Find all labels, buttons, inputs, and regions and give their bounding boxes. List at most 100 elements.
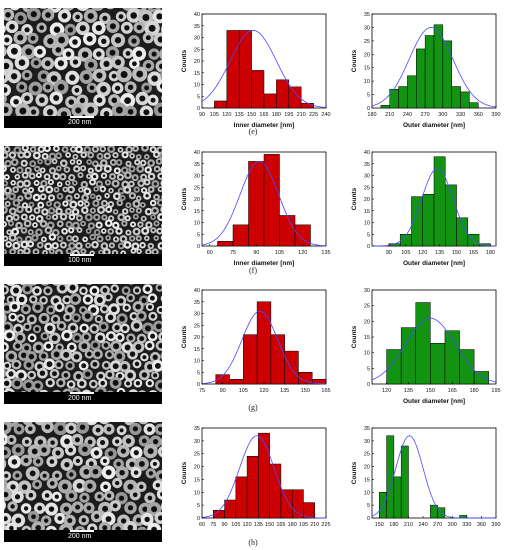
- nanotube-pore: [102, 244, 106, 248]
- nanotube-pore: [127, 483, 134, 490]
- nanotube-wall: [4, 294, 5, 301]
- nanotube-pore: [141, 243, 144, 247]
- nanotube-pore: [86, 35, 93, 42]
- nanotube-pore: [14, 244, 18, 248]
- y-tick-label: 35: [194, 300, 200, 306]
- nanotube-pore: [118, 298, 124, 304]
- nanotube-pore: [89, 153, 93, 157]
- nanotube-wall: [156, 79, 162, 93]
- nanotube-pore: [23, 458, 29, 463]
- nanotube-pore: [125, 188, 129, 192]
- nanotube-pore: [25, 249, 29, 253]
- nanotube-pore: [68, 99, 75, 105]
- nanotube-pore: [31, 162, 35, 166]
- nanotube-pore: [48, 506, 55, 512]
- nanotube-pore: [4, 106, 9, 114]
- y-axis-label: Counts: [181, 325, 188, 348]
- nanotube-pore: [130, 237, 134, 240]
- nanotube-pore: [92, 468, 99, 475]
- nanotube-pore: [145, 194, 149, 198]
- nanotube-wall: [4, 24, 6, 34]
- nanotube-pore: [39, 160, 42, 163]
- nanotube-pore: [85, 202, 89, 206]
- histogram-bar: [445, 184, 457, 247]
- nanotube-pore: [149, 174, 154, 179]
- nanotube-pore: [36, 48, 43, 55]
- y-axis-label: Counts: [351, 49, 358, 72]
- nanotube-wall: [4, 164, 7, 173]
- x-tick-label: 180: [486, 250, 495, 256]
- nanotube-pore: [67, 223, 71, 226]
- x-tick-label: 300: [448, 522, 457, 528]
- nanotube-pore: [31, 514, 36, 520]
- nanotube-pore: [54, 473, 60, 478]
- nanotube-pore: [119, 316, 125, 322]
- nanotube-pore: [130, 194, 134, 198]
- y-axis-label: Counts: [351, 187, 358, 210]
- nanotube-pore: [75, 167, 79, 171]
- nanotube-pore: [4, 473, 9, 478]
- nanotube-pore: [148, 24, 156, 32]
- nanotube-pore: [85, 296, 91, 303]
- nanotube-pore: [65, 314, 70, 320]
- nanotube-pore: [35, 383, 41, 389]
- histogram-bar: [422, 194, 435, 247]
- nanotube-pore: [55, 47, 62, 53]
- x-tick-label: 150: [301, 388, 310, 394]
- nanotube-pore: [103, 111, 110, 117]
- nanotube-pore: [107, 221, 111, 225]
- nanotube-pore: [115, 106, 123, 114]
- nanotube-pore: [119, 215, 123, 219]
- nanotube-pore: [128, 335, 134, 341]
- nanotube-pore: [104, 363, 109, 368]
- nanotube-wall: [86, 422, 98, 426]
- nanotube-pore: [79, 202, 82, 205]
- nanotube-pore: [73, 237, 77, 241]
- x-tick-label: 330: [456, 112, 465, 118]
- nanotube-pore: [153, 250, 157, 254]
- nanotube-wall: [159, 48, 162, 60]
- nanotube-pore: [159, 174, 162, 178]
- nanotube-pore: [57, 167, 60, 170]
- nanotube-pore: [30, 11, 37, 18]
- nanotube-pore: [120, 71, 128, 78]
- nanotube-pore: [155, 153, 158, 156]
- nanotube-pore: [34, 250, 38, 254]
- y-tick-label: 40: [194, 288, 200, 294]
- nanotube-pore: [34, 304, 41, 311]
- nanotube-pore: [10, 504, 15, 509]
- nanotube-pore: [125, 243, 129, 247]
- nanotube-pore: [70, 176, 74, 180]
- nanotube-pore: [32, 85, 39, 92]
- nanotube-pore: [144, 85, 150, 91]
- nanotube-pore: [103, 216, 106, 219]
- nanotube-pore: [6, 332, 13, 339]
- nanotube-pore: [4, 222, 6, 226]
- nanotube-pore: [114, 153, 117, 157]
- gaussian-fit-curve: [371, 168, 497, 247]
- nanotube-pore: [106, 236, 110, 240]
- nanotube-pore: [143, 146, 147, 150]
- x-tick-label: 210: [385, 112, 394, 118]
- nanotube-pore: [102, 306, 107, 312]
- nanotube-pore: [66, 153, 70, 157]
- nanotube-pore: [58, 380, 64, 386]
- nanotube-pore: [13, 160, 17, 164]
- nanotube-wall: [128, 284, 134, 285]
- nanotube-pore: [75, 504, 81, 510]
- nanotube-pore: [13, 287, 19, 294]
- nanotube-pore: [79, 25, 86, 32]
- nanotube-wall: [160, 502, 162, 511]
- histogram-bar: [270, 334, 285, 385]
- nanotube-wall: [4, 221, 7, 228]
- y-tick-label: 20: [194, 59, 200, 65]
- y-tick-label: 5: [197, 94, 200, 100]
- nanotube-pore: [10, 47, 18, 55]
- nanotube-pore: [106, 426, 112, 432]
- nanotube-pore: [134, 202, 139, 206]
- nanotube-pore: [44, 493, 50, 498]
- nanotube-pore: [147, 426, 152, 432]
- y-tick-label: 0: [197, 244, 200, 250]
- nanotube-wall: [91, 8, 104, 12]
- nanotube-pore: [135, 188, 138, 191]
